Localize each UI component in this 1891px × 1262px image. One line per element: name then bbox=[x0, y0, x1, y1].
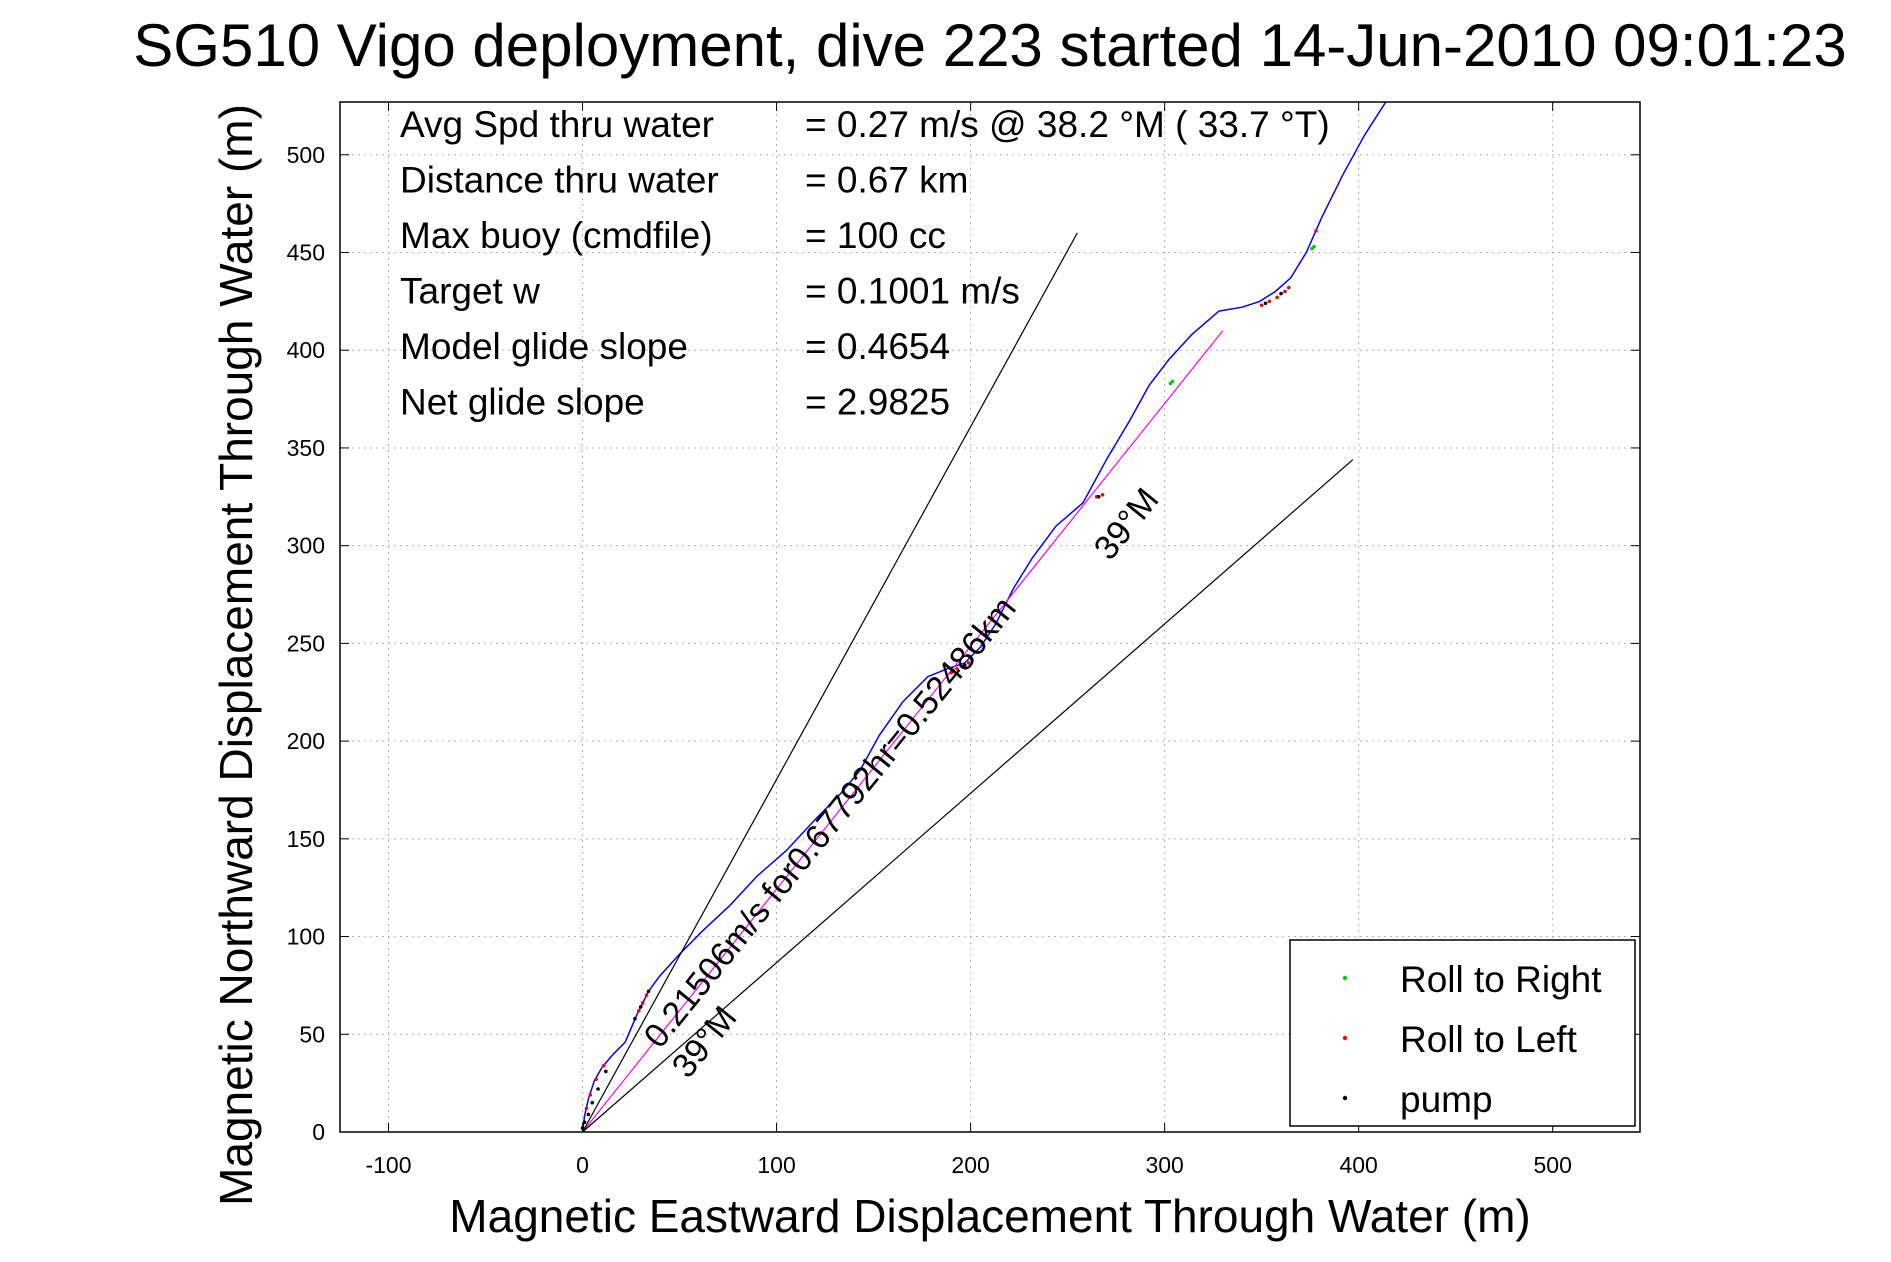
chart-title: SG510 Vigo deployment, dive 223 started … bbox=[133, 12, 1846, 79]
stat-value: = 0.67 km bbox=[805, 160, 969, 201]
marker-pump bbox=[951, 668, 955, 673]
marker-roll-left bbox=[584, 1106, 589, 1111]
marker-roll-left bbox=[594, 1077, 598, 1082]
y-tick-label: 300 bbox=[287, 533, 325, 559]
marker-roll-left bbox=[640, 1001, 645, 1005]
stat-value: = 2.9825 bbox=[805, 382, 950, 423]
series-line-1 bbox=[582, 330, 1224, 1133]
legend-box bbox=[1289, 939, 1636, 1127]
stat-label: Net glide slope bbox=[400, 382, 645, 423]
marker-pump bbox=[604, 1069, 608, 1074]
legend-entry: Roll to Right bbox=[1400, 959, 1602, 1000]
stat-label: Distance thru water bbox=[400, 160, 719, 201]
y-tick-label: 150 bbox=[287, 826, 325, 852]
x-tick-label: 500 bbox=[1533, 1152, 1571, 1178]
marker-pump bbox=[582, 1120, 587, 1125]
stat-label: Model glide slope bbox=[400, 326, 688, 367]
marker-roll-left bbox=[955, 666, 959, 671]
x-tick-label: -100 bbox=[365, 1152, 411, 1178]
marker-roll-left bbox=[637, 1009, 641, 1013]
y-tick-label: 50 bbox=[299, 1021, 325, 1047]
legend-entry: Roll to Left bbox=[1400, 1019, 1578, 1060]
marker-roll-left bbox=[588, 1093, 593, 1097]
marker-roll-left bbox=[1287, 285, 1291, 290]
y-axis-ticks: 0 50 100 150 200 250 300 350 400 450 500 bbox=[287, 142, 1640, 1145]
legend-entry: pump bbox=[1400, 1079, 1493, 1120]
y-axis-label: Magnetic Northward Displacement Through … bbox=[210, 104, 262, 1206]
series-line-3 bbox=[582, 459, 1354, 1133]
legend-marker bbox=[1342, 975, 1348, 981]
marker-roll-left bbox=[1267, 299, 1272, 304]
marker-roll-left bbox=[1314, 229, 1318, 233]
y-tick-label: 450 bbox=[287, 239, 325, 265]
stat-label: Max buoy (cmdfile) bbox=[400, 215, 713, 256]
marker-pump bbox=[962, 663, 967, 667]
marker-roll-left bbox=[1100, 493, 1105, 497]
legend-marker bbox=[1342, 1035, 1348, 1041]
stat-label: Avg Spd thru water bbox=[400, 104, 714, 145]
stat-value: = 0.4654 bbox=[805, 326, 950, 367]
legend: Roll to Right Roll to Left pump bbox=[1289, 939, 1636, 1127]
marker-roll-left bbox=[1275, 295, 1279, 300]
stat-value: = 0.27 m/s @ 38.2 °M ( 33.7 °T) bbox=[805, 104, 1330, 145]
stat-value: = 0.1001 m/s bbox=[805, 271, 1020, 312]
marker-roll-right bbox=[1170, 379, 1175, 384]
marker-pump bbox=[633, 1016, 637, 1021]
x-tick-label: 200 bbox=[951, 1152, 989, 1178]
y-tick-label: 500 bbox=[287, 142, 325, 168]
marker-pump bbox=[638, 1005, 643, 1009]
marker-roll-right bbox=[1312, 244, 1316, 249]
y-tick-label: 0 bbox=[312, 1119, 325, 1145]
x-tick-label: 300 bbox=[1145, 1152, 1183, 1178]
marker-roll-left bbox=[602, 1063, 606, 1068]
marker-pump bbox=[1263, 301, 1268, 306]
x-axis-ticks: -100 0 100 200 300 400 500 bbox=[365, 102, 1572, 1178]
y-tick-label: 350 bbox=[287, 435, 325, 461]
x-axis-label: Magnetic Eastward Displacement Through W… bbox=[449, 1190, 1530, 1242]
x-tick-label: 100 bbox=[757, 1152, 795, 1178]
marker-pump bbox=[596, 1087, 600, 1091]
marker-roll-left bbox=[1259, 303, 1264, 308]
marker-pump bbox=[590, 1100, 595, 1105]
stat-value: = 100 cc bbox=[805, 215, 946, 256]
stats-block: Avg Spd thru water = 0.27 m/s @ 38.2 °M (… bbox=[400, 104, 1330, 423]
y-tick-label: 250 bbox=[287, 630, 325, 656]
marker-pump bbox=[646, 989, 651, 994]
x-tick-label: 0 bbox=[576, 1152, 589, 1178]
series-line-2 bbox=[581, 232, 1078, 1133]
marker-roll-left bbox=[1283, 289, 1287, 294]
legend-marker bbox=[1342, 1095, 1348, 1101]
marker-roll-left bbox=[644, 993, 649, 997]
stat-label: Target w bbox=[400, 271, 540, 312]
plot-area-frame bbox=[339, 101, 1641, 1133]
x-tick-label: 400 bbox=[1339, 1152, 1377, 1178]
marker-roll-left bbox=[966, 661, 971, 665]
y-tick-label: 100 bbox=[287, 924, 325, 950]
marker-layer bbox=[580, 229, 1318, 1130]
marker-pump bbox=[1279, 291, 1283, 296]
marker-pump bbox=[586, 1112, 591, 1117]
marker-pump bbox=[1096, 495, 1101, 499]
y-tick-label: 400 bbox=[287, 337, 325, 363]
y-tick-label: 200 bbox=[287, 728, 325, 754]
